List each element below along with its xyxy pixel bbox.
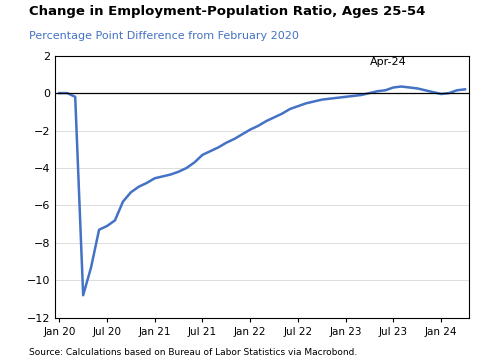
Text: Source: Calculations based on Bureau of Labor Statistics via Macrobond.: Source: Calculations based on Bureau of … — [29, 348, 356, 357]
Text: Apr-24: Apr-24 — [369, 57, 406, 67]
Text: Change in Employment-Population Ratio, Ages 25-54: Change in Employment-Population Ratio, A… — [29, 5, 424, 18]
Text: Percentage Point Difference from February 2020: Percentage Point Difference from Februar… — [29, 31, 298, 41]
